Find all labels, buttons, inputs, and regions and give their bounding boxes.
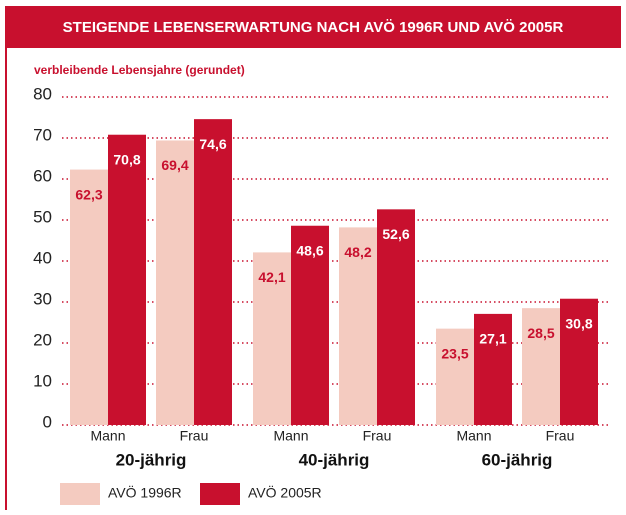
value-label: 74,6: [199, 136, 226, 152]
value-label: 30,8: [565, 315, 592, 331]
y-tick-label: 40: [33, 248, 52, 267]
value-label: 23,5: [441, 345, 468, 361]
value-label: 62,3: [75, 186, 102, 202]
value-label: 48,2: [344, 244, 371, 260]
value-label: 69,4: [161, 157, 188, 173]
bar: [560, 298, 598, 425]
title-bar: [5, 6, 621, 48]
bar: [522, 308, 560, 425]
group-label: 60-jährig: [482, 450, 553, 469]
value-label: 52,6: [382, 226, 409, 242]
group-label: 20-jährig: [116, 450, 187, 469]
y-tick-label: 50: [33, 207, 52, 226]
y-tick-label: 70: [33, 125, 52, 144]
value-label: 28,5: [527, 325, 554, 341]
legend-swatch: [200, 483, 240, 505]
bar: [291, 225, 329, 425]
x-tick-label: Frau: [180, 428, 209, 444]
legend-swatch: [60, 483, 100, 505]
bar: [474, 313, 512, 425]
value-label: 42,1: [258, 269, 285, 285]
group-label: 40-jährig: [299, 450, 370, 469]
y-tick-label: 20: [33, 330, 52, 349]
bar: [377, 209, 415, 425]
chart-subtitle: verbleibende Lebensjahre (gerundet): [34, 63, 245, 77]
value-label: 27,1: [479, 331, 506, 347]
bar: [156, 140, 194, 425]
value-label: 70,8: [113, 151, 140, 167]
x-tick-label: Mann: [90, 428, 125, 444]
bar: [108, 134, 146, 425]
bar: [253, 252, 291, 425]
y-tick-label: 30: [33, 289, 52, 308]
x-tick-label: Frau: [546, 428, 575, 444]
x-tick-label: Mann: [273, 428, 308, 444]
x-tick-label: Mann: [456, 428, 491, 444]
y-tick-label: 0: [43, 412, 52, 431]
bar: [70, 169, 108, 425]
value-label: 48,6: [296, 242, 323, 258]
bar: [339, 227, 377, 425]
y-tick-label: 60: [33, 166, 52, 185]
legend-label: AVÖ 2005R: [248, 484, 322, 501]
chart-title: STEIGENDE LEBENSERWARTUNG NACH AVÖ 1996R…: [63, 19, 564, 36]
legend-label: AVÖ 1996R: [108, 484, 182, 501]
bar: [436, 328, 474, 425]
y-tick-label: 10: [33, 371, 52, 390]
y-tick-label: 80: [33, 84, 52, 103]
x-tick-label: Frau: [363, 428, 392, 444]
bar: [194, 119, 232, 425]
